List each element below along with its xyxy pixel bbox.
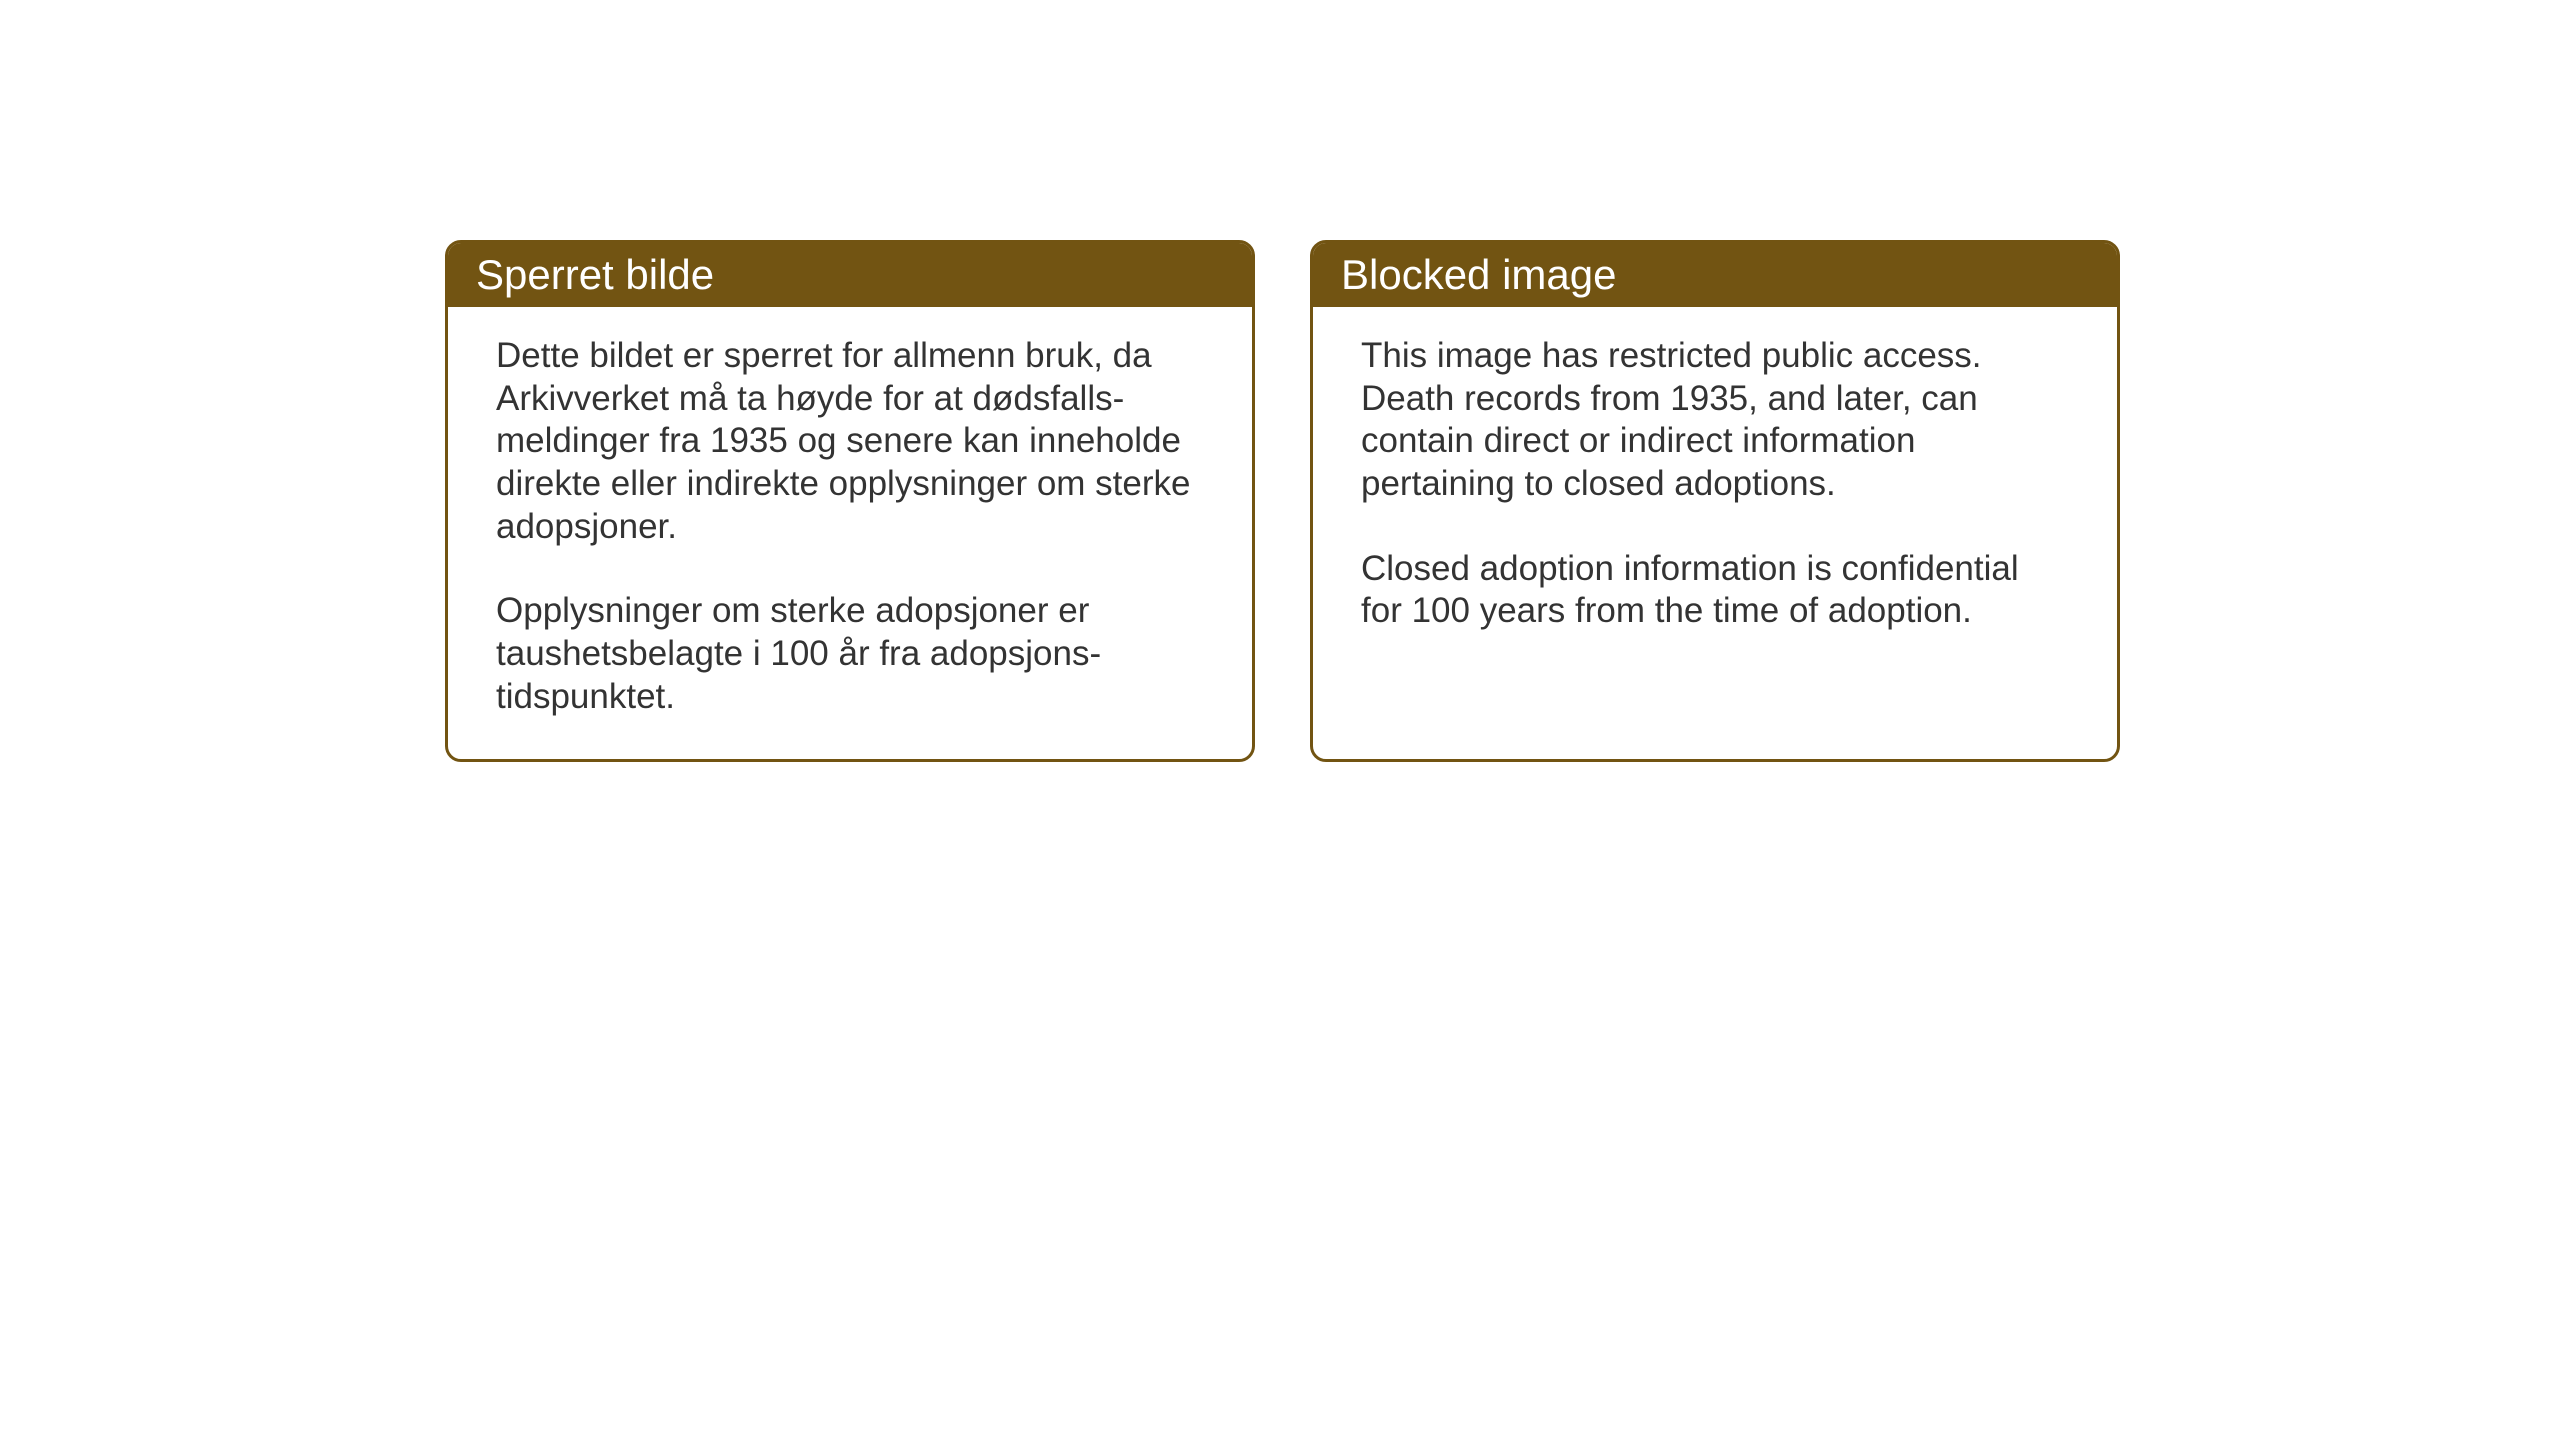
card-title-english: Blocked image xyxy=(1341,251,1616,298)
card-paragraph-english-2: Closed adoption information is confident… xyxy=(1361,548,2069,633)
card-header-norwegian: Sperret bilde xyxy=(448,243,1252,307)
card-title-norwegian: Sperret bilde xyxy=(476,251,714,298)
cards-container: Sperret bilde Dette bildet er sperret fo… xyxy=(445,240,2120,762)
card-header-english: Blocked image xyxy=(1313,243,2117,307)
card-english: Blocked image This image has restricted … xyxy=(1310,240,2120,762)
card-norwegian: Sperret bilde Dette bildet er sperret fo… xyxy=(445,240,1255,762)
card-paragraph-norwegian-2: Opplysninger om sterke adopsjoner er tau… xyxy=(496,590,1204,718)
card-body-norwegian: Dette bildet er sperret for allmenn bruk… xyxy=(448,307,1252,759)
card-paragraph-norwegian-1: Dette bildet er sperret for allmenn bruk… xyxy=(496,335,1204,548)
card-paragraph-english-1: This image has restricted public access.… xyxy=(1361,335,2069,506)
card-body-english: This image has restricted public access.… xyxy=(1313,307,2117,673)
